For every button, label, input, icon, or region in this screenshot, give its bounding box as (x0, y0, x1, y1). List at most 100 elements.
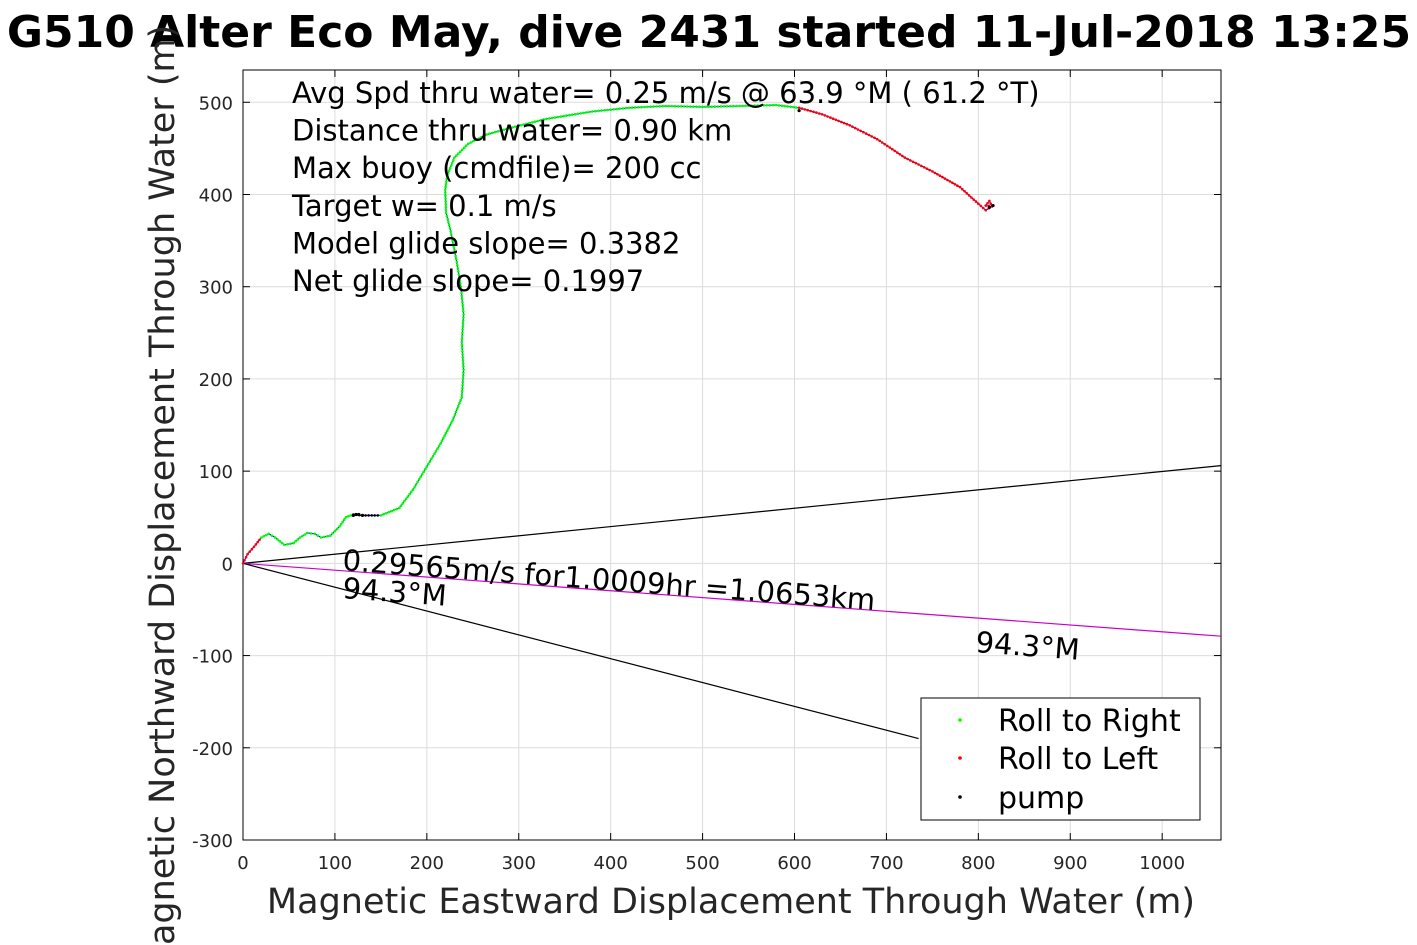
track-marker (444, 200, 448, 203)
track-marker (474, 138, 478, 142)
track-marker (502, 128, 506, 131)
track-marker (695, 105, 698, 108)
track-marker (582, 111, 585, 115)
x-tick-label: 400 (593, 853, 627, 874)
reference-lines-layer (242, 465, 1222, 740)
track-marker (408, 492, 411, 496)
annotation-block: Avg Spd thru water= 0.25 m/s @ 63.9 °M (… (291, 76, 1040, 298)
track-marker (480, 135, 483, 139)
track-marker (306, 531, 309, 535)
track-marker (928, 168, 931, 172)
track-marker (984, 204, 987, 207)
y-tick-label: -300 (192, 831, 233, 852)
track-marker (938, 174, 942, 177)
track-marker (542, 118, 545, 121)
track-marker (448, 424, 452, 427)
plot-area-frame (242, 69, 1222, 841)
track-marker (335, 527, 339, 531)
track-marker (453, 413, 457, 417)
heading-label-start: 94.3°M (341, 571, 447, 613)
pump-marker (360, 513, 365, 518)
x-tick-label: 300 (502, 853, 536, 874)
track-marker (658, 105, 661, 108)
track-marker (338, 525, 341, 528)
track-marker (553, 116, 557, 119)
track-marker (382, 513, 385, 516)
track-marker (444, 205, 448, 209)
y-tick-label: 300 (199, 278, 233, 299)
x-tick-label: 100 (318, 853, 352, 874)
track-marker (296, 538, 300, 541)
track-marker (505, 127, 509, 131)
track-marker (618, 107, 622, 110)
track-marker (461, 350, 464, 353)
track-marker (459, 282, 462, 285)
track-marker (728, 104, 732, 108)
track-marker (550, 116, 554, 120)
track-marker (624, 106, 628, 110)
track-marker (786, 105, 789, 108)
track-marker (600, 109, 603, 112)
track-marker (689, 105, 692, 108)
y-tick-label: 0 (222, 554, 233, 575)
track-marker (326, 535, 329, 538)
track-marker (309, 532, 313, 535)
track-marker (422, 470, 426, 474)
track-marker (738, 104, 741, 108)
track-marker (462, 316, 465, 319)
track-marker (457, 270, 460, 273)
track-marker (777, 104, 781, 107)
track-marker (273, 536, 277, 539)
track-marker (454, 257, 458, 261)
track-marker (433, 452, 436, 456)
track-marker (627, 106, 631, 110)
track-marker (573, 113, 577, 116)
track-marker (434, 449, 438, 453)
track-marker (447, 426, 450, 430)
track-marker (873, 136, 876, 140)
track-marker (458, 401, 461, 405)
track-marker (446, 172, 450, 175)
track-marker (886, 144, 889, 148)
track-marker (461, 356, 465, 359)
track-marker (661, 104, 665, 108)
track-marker (445, 177, 449, 181)
track-marker (460, 343, 464, 347)
y-tick-label: 500 (199, 93, 233, 114)
track-marker (984, 208, 987, 212)
track-marker (446, 429, 449, 433)
track-marker (562, 114, 565, 118)
track-marker (461, 300, 464, 304)
track-marker (460, 291, 463, 295)
upper-bound-line (242, 465, 1222, 564)
legend: Roll to Right Roll to Left pump (920, 697, 1201, 821)
track-marker (460, 396, 464, 399)
track-marker (744, 104, 747, 108)
track-marker (664, 104, 668, 108)
track-marker (826, 115, 829, 118)
track-marker (461, 331, 464, 335)
track-marker (829, 116, 832, 119)
track-marker (528, 121, 531, 125)
track-marker (461, 383, 464, 387)
track-marker (420, 472, 424, 476)
y-tick-label: 400 (199, 185, 233, 206)
pump-marker (987, 205, 991, 210)
pump-marker (797, 108, 801, 113)
track-marker (759, 104, 763, 107)
track-marker (447, 220, 450, 224)
track-marker (768, 103, 772, 107)
track-marker (461, 359, 465, 362)
track-marker (341, 520, 345, 524)
track-marker (817, 112, 821, 115)
track-marker (430, 457, 433, 461)
track-marker (464, 144, 468, 147)
track-marker (716, 105, 720, 108)
track-marker (970, 196, 973, 199)
track-marker (477, 137, 481, 140)
track-marker (859, 129, 862, 133)
track-marker (676, 105, 680, 108)
track-marker (780, 104, 784, 107)
track-marker (280, 541, 284, 545)
pump-marker (354, 512, 358, 517)
